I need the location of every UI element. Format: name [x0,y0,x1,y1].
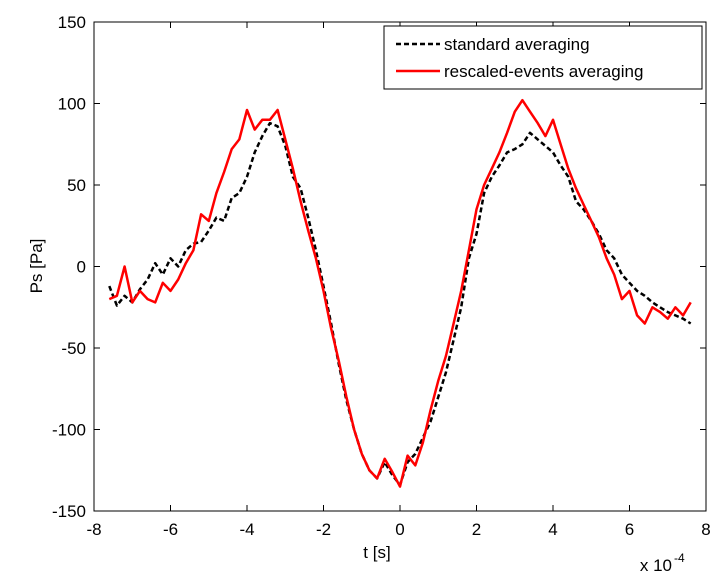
y-tick-label: 100 [58,95,86,114]
plot-area [94,22,706,511]
x-multiplier-base: x 10 [640,556,672,575]
x-tick-label: -2 [316,520,331,539]
x-tick-label: 6 [625,520,634,539]
x-axis-label: t [s] [363,543,390,562]
x-tick-label: 2 [472,520,481,539]
x-tick-label: 4 [548,520,557,539]
x-multiplier-exponent: -4 [674,551,685,565]
y-tick-label: 150 [58,13,86,32]
y-tick-labels: -150 -100 -50 0 50 100 150 [52,13,86,521]
y-tick-label: -150 [52,502,86,521]
x-tick-label: 0 [395,520,404,539]
y-tick-label: 50 [67,176,86,195]
legend: standard averaging rescaled-events avera… [383,25,703,90]
x-tick-labels: -8 -6 -4 -2 0 2 4 6 8 [86,520,710,539]
x-tick-label: -8 [86,520,101,539]
x-tick-label: -6 [163,520,178,539]
legend-box [383,25,703,90]
y-axis-label: Ps [Pa] [27,239,46,294]
legend-label-standard-averaging: standard averaging [444,35,590,54]
x-axis-multiplier: x 10 -4 [640,551,685,575]
y-tick-label: -50 [61,339,86,358]
plot-frame [93,21,707,512]
legend-label-rescaled-events-averaging: rescaled-events averaging [444,62,643,81]
x-tick-label: -4 [239,520,254,539]
y-tick-label: -100 [52,421,86,440]
series-line-rescaled-events-averaging [108,98,692,488]
series-layer [108,98,692,488]
y-tick-label: 0 [77,258,86,277]
x-tick-label: 8 [701,520,710,539]
